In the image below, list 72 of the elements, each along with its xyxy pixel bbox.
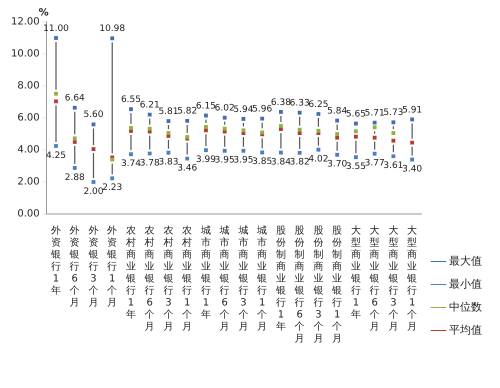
data-label: 11.00 [43,24,70,34]
category-label: 股份制商业银行6个月 [294,226,305,345]
data-label: 6.15 [196,101,216,112]
x-tick-label: 外资银行1年 [50,226,61,297]
data-label: 5.60 [83,110,104,120]
data-label: 3.40 [402,164,422,174]
data-label: 3.83 [158,158,178,168]
data-label: 6.64 [64,94,86,104]
data-label: 5.71 [364,108,385,118]
data-label: 4.02 [308,154,328,165]
legend-label: 最大值 [449,254,482,268]
x-tick-label: 外资银行1个月 [106,226,118,309]
data-label: 3.78 [140,158,160,168]
data-label: 6.25 [308,100,328,110]
category-label: 农村商业银行6个月 [144,226,155,333]
data-label: 3.70 [327,160,348,170]
category-label: 股份制商业银行3个月 [313,226,324,345]
y-axis-title: % [38,8,49,19]
data-label: 6.21 [140,100,160,110]
data-label: 3.85 [252,157,272,168]
y-tick-label: 4.00 [17,144,40,156]
data-label: 10.98 [99,24,126,34]
category-label: 股份制商业银行1年 [276,226,286,333]
y-tick-label: 6.00 [17,112,40,124]
data-label: 3.95 [233,156,254,166]
category-label: 大型商业银行3个月 [388,226,398,333]
data-label: 3.82 [290,158,310,168]
y-tick-label: 10.00 [10,48,40,60]
data-label: 3.55 [346,162,366,172]
legend-label: 最小值 [449,277,482,290]
x-tick-label: 城市商业银行1年 [200,224,211,321]
data-label: 5.91 [402,105,422,116]
data-label: 5.94 [233,104,254,115]
category-label: 城市商业银行1个月 [257,226,268,333]
data-label: 5.73 [383,108,404,118]
data-label: 3.99 [196,155,216,166]
data-label: 5.82 [177,106,198,117]
data-label: 5.81 [158,106,178,117]
data-label: 3.95 [214,156,235,166]
category-label: 农村商业银行3个月 [163,226,174,333]
y-tick-label: 0.00 [17,208,40,220]
data-label: 2.23 [102,183,122,194]
data-label: 6.55 [120,95,141,106]
legend-label: 平均值 [449,323,482,336]
data-label: 3.84 [270,157,292,168]
legend-label: 中位数 [449,300,482,314]
data-label: 6.33 [290,98,310,109]
x-tick-label: 农村商业银行1年 [124,226,136,321]
data-label: 6.02 [214,104,235,114]
data-label: 6.38 [270,98,292,108]
x-tick-label: 大型商业银行1年 [350,224,361,321]
data-label: 5.84 [327,106,348,116]
category-label: 农村商业银行1个月 [182,226,192,333]
y-tick-label: 2.00 [17,176,40,188]
category-label: 大型商业银行6个月 [370,226,380,333]
data-label: 2.88 [64,172,86,183]
y-tick-label: 8.00 [17,80,40,92]
data-label: 4.25 [46,150,66,161]
category-label: 城市商业银行6个月 [220,226,230,333]
data-label: 3.61 [383,161,404,172]
data-label: 5.65 [346,109,366,120]
data-label: 5.96 [252,104,272,114]
data-label: 3.74 [120,159,142,170]
y-tick-label: 12.00 [10,16,40,28]
data-label: 3.77 [364,158,385,169]
category-label: 股份制商业银行1个月 [332,226,342,345]
x-tick-label: 外资银行6个月 [68,226,80,309]
category-label: 城市商业银行3个月 [238,226,248,333]
data-label: 3.46 [177,163,198,174]
category-label: 大型商业银行1个月 [407,226,418,333]
data-label: 2.00 [83,186,104,197]
x-tick-label: 外资银行3个月 [87,226,98,309]
